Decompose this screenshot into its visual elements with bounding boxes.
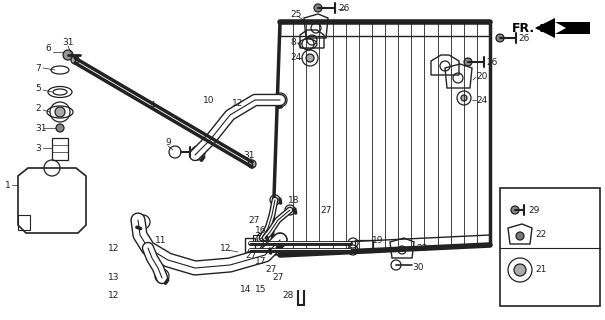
- Polygon shape: [555, 22, 590, 34]
- Text: 27: 27: [320, 205, 332, 214]
- Text: 12: 12: [108, 244, 119, 252]
- Text: 4: 4: [150, 100, 155, 109]
- Text: 13: 13: [108, 274, 120, 283]
- Text: 30: 30: [412, 263, 424, 273]
- Text: 7: 7: [35, 63, 41, 73]
- Text: 31: 31: [243, 150, 255, 159]
- Circle shape: [71, 56, 79, 64]
- Circle shape: [514, 264, 526, 276]
- Text: 9: 9: [165, 138, 171, 147]
- Text: 20: 20: [476, 71, 488, 81]
- Circle shape: [496, 34, 504, 42]
- Text: 27: 27: [265, 266, 276, 275]
- Circle shape: [516, 232, 524, 240]
- Circle shape: [511, 206, 519, 214]
- Text: 31: 31: [62, 37, 73, 46]
- Text: 3: 3: [35, 143, 41, 153]
- Text: 23: 23: [416, 244, 427, 252]
- Bar: [245, 238, 255, 256]
- Text: 31: 31: [35, 124, 47, 132]
- Text: 1: 1: [5, 180, 11, 189]
- Text: 26: 26: [518, 34, 529, 43]
- Circle shape: [55, 107, 65, 117]
- Text: 27: 27: [272, 274, 283, 283]
- Text: 5: 5: [35, 84, 41, 92]
- Text: 24: 24: [476, 95, 487, 105]
- Circle shape: [461, 95, 467, 101]
- Text: 12: 12: [108, 291, 119, 300]
- Text: 27: 27: [248, 215, 260, 225]
- Text: 22: 22: [535, 229, 546, 238]
- Circle shape: [464, 58, 472, 66]
- Text: 17: 17: [255, 258, 266, 267]
- Text: 19: 19: [372, 236, 384, 244]
- Text: 18: 18: [288, 196, 299, 204]
- Text: 10: 10: [203, 95, 215, 105]
- Circle shape: [306, 54, 314, 62]
- Bar: [500, 188, 600, 306]
- Bar: [253, 235, 261, 243]
- Text: 14: 14: [240, 285, 251, 294]
- Text: 26: 26: [338, 4, 349, 12]
- Text: 2: 2: [35, 103, 41, 113]
- Text: 16: 16: [255, 226, 266, 235]
- Text: 32: 32: [258, 237, 269, 246]
- Circle shape: [248, 160, 256, 168]
- Text: 11: 11: [155, 236, 166, 244]
- Text: 28: 28: [282, 291, 293, 300]
- Text: 6: 6: [45, 44, 51, 52]
- Text: 24: 24: [290, 52, 301, 61]
- Polygon shape: [535, 18, 555, 38]
- Text: 21: 21: [535, 266, 546, 275]
- Text: 8: 8: [290, 37, 296, 46]
- Text: 25: 25: [290, 10, 301, 19]
- Text: 12: 12: [220, 244, 231, 252]
- Circle shape: [314, 4, 322, 12]
- Text: FR.: FR.: [512, 21, 535, 35]
- Bar: [52, 138, 68, 160]
- Text: 26: 26: [486, 58, 497, 67]
- Circle shape: [63, 50, 73, 60]
- Text: 12: 12: [232, 99, 243, 108]
- Text: 15: 15: [255, 285, 266, 294]
- Text: 29: 29: [528, 205, 540, 214]
- Circle shape: [56, 124, 64, 132]
- Bar: [355, 240, 373, 252]
- Text: 27: 27: [245, 251, 257, 260]
